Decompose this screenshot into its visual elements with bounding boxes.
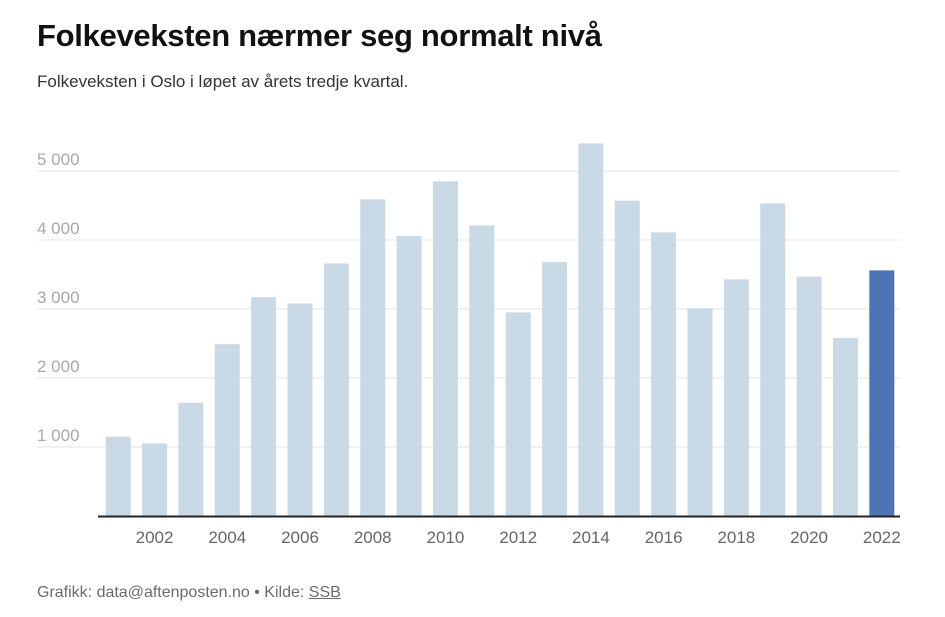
x-tick-label: 2010 (427, 528, 465, 547)
bar-2010 (432, 181, 458, 516)
gridlines (37, 170, 900, 448)
footer-credit: Grafikk: data@aftenposten.no • Kilde: (37, 584, 309, 601)
y-tick-label: 5 000 (37, 150, 80, 169)
bar-2016 (651, 232, 677, 516)
bar-2009 (396, 235, 422, 517)
x-tick-label: 2016 (645, 528, 683, 547)
x-tick-label: 2018 (717, 528, 755, 547)
x-tick-label: 2022 (863, 528, 901, 547)
x-tick-label: 2008 (354, 528, 392, 547)
bar-2019 (760, 203, 786, 516)
bar-2015 (614, 200, 640, 517)
bars (105, 143, 895, 517)
y-tick-label: 2 000 (37, 357, 80, 376)
chart-footer: Grafikk: data@aftenposten.no • Kilde: SS… (37, 584, 341, 602)
bar-2011 (469, 225, 495, 516)
x-tick-label: 2006 (281, 528, 319, 547)
bar-2003 (178, 402, 204, 516)
x-tick-label: 2012 (499, 528, 537, 547)
bar-2020 (796, 276, 822, 516)
x-tick-label: 2020 (790, 528, 828, 547)
bar-2007 (323, 263, 349, 516)
bar-2002 (142, 443, 168, 516)
bar-2022 (869, 270, 895, 516)
y-tick-labels: 1 000 2 000 3 000 4 000 5 000 (37, 150, 80, 445)
source-link[interactable]: SSB (308, 584, 341, 601)
bar-2006 (287, 303, 313, 516)
bar-2012 (505, 312, 531, 516)
bar-2013 (542, 262, 568, 516)
x-tick-label: 2004 (208, 528, 246, 547)
y-tick-label: 1 000 (37, 426, 80, 445)
bar-2014 (578, 143, 604, 516)
bar-2005 (251, 297, 277, 516)
x-tick-label: 2002 (136, 528, 174, 547)
chart-subtitle: Folkeveksten i Oslo i løpet av årets tre… (37, 72, 409, 91)
x-tick-labels: 2002 2004 2006 2008 2010 2012 2014 2016 2018 2020… (136, 528, 901, 547)
x-tick-label: 2014 (572, 528, 610, 547)
bar-2004 (214, 344, 240, 516)
bar-2017 (687, 308, 713, 516)
y-tick-label: 3 000 (37, 288, 80, 307)
bar-2021 (832, 337, 858, 516)
y-tick-label: 4 000 (37, 219, 80, 238)
bar-2001 (105, 436, 131, 516)
bar-2008 (360, 199, 386, 517)
bar-2018 (723, 279, 749, 516)
chart-title: Folkeveksten nærmer seg normalt nivå (37, 18, 602, 53)
